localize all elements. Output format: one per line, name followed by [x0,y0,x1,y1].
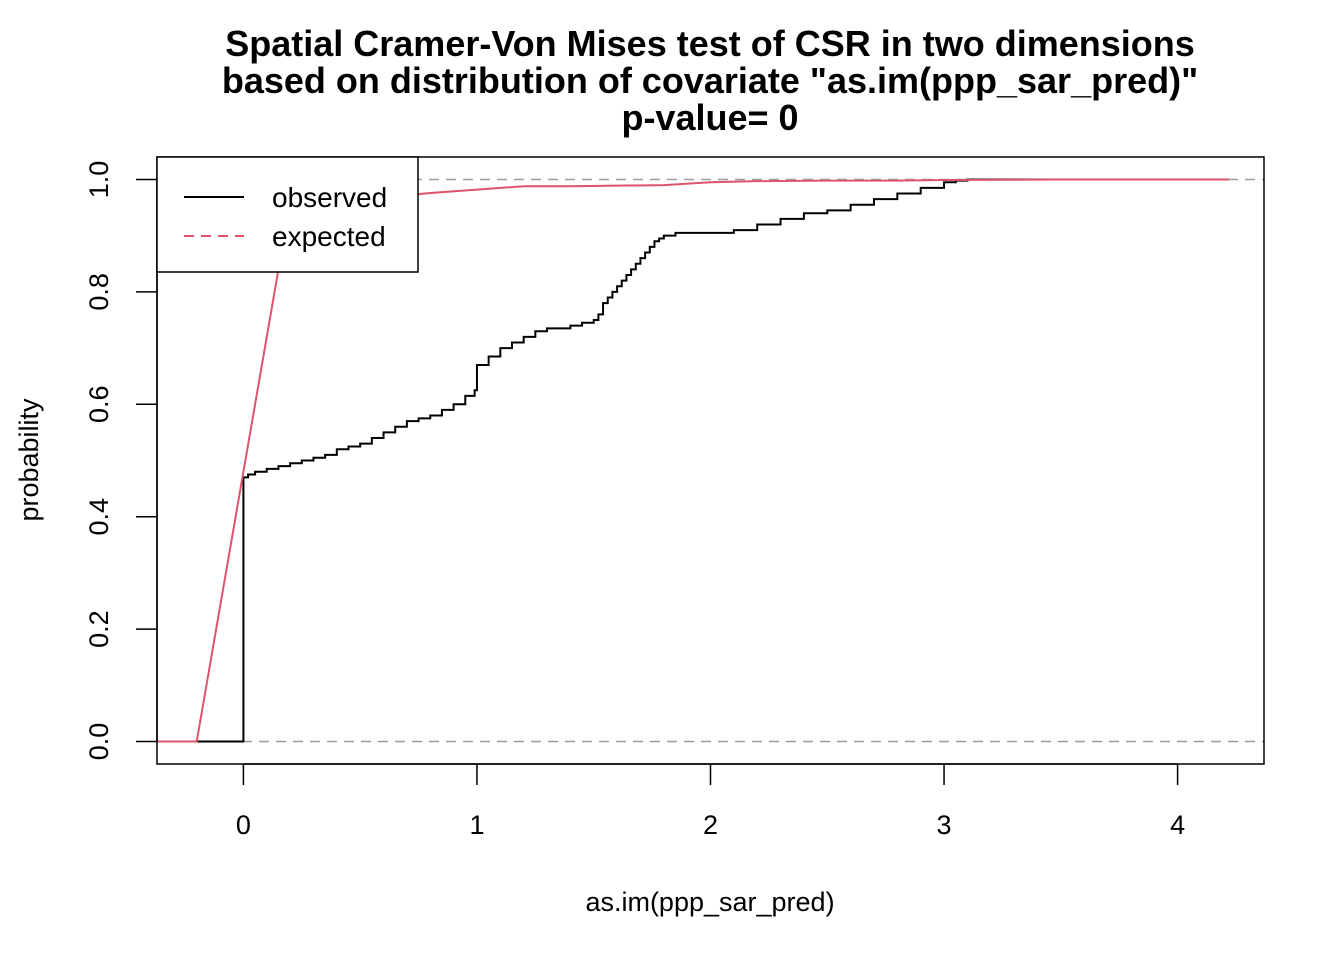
chart-pvalue: p-value= 0 [621,97,798,138]
x-tick-label-3: 3 [937,810,952,840]
legend-expected-label: expected [272,221,386,252]
y-axis: 0.0 0.2 0.4 0.6 0.8 1.0 [84,161,158,761]
y-tick-label-4: 0.8 [84,273,114,311]
x-tick-label-4: 4 [1170,810,1185,840]
x-axis: 0 1 2 3 4 [236,763,1185,840]
y-tick-label-1: 0.2 [84,610,114,648]
legend-observed-label: observed [272,182,387,213]
x-tick-label-0: 0 [236,810,251,840]
chart-title: Spatial Cramer-Von Mises test of CSR in … [225,23,1195,64]
y-tick-label-2: 0.4 [84,498,114,536]
y-tick-label-0: 0.0 [84,723,114,761]
series-observed [157,178,1075,743]
legend-box [156,156,419,273]
y-axis-label: probability [14,398,44,522]
y-tick-label-5: 1.0 [84,161,114,199]
y-tick-label-3: 0.6 [84,386,114,424]
legend: observed expected [156,156,419,273]
x-axis-label: as.im(ppp_sar_pred) [585,887,834,917]
chart-subtitle: based on distribution of covariate "as.i… [222,60,1198,101]
x-tick-label-2: 2 [703,810,718,840]
x-tick-label-1: 1 [469,810,484,840]
